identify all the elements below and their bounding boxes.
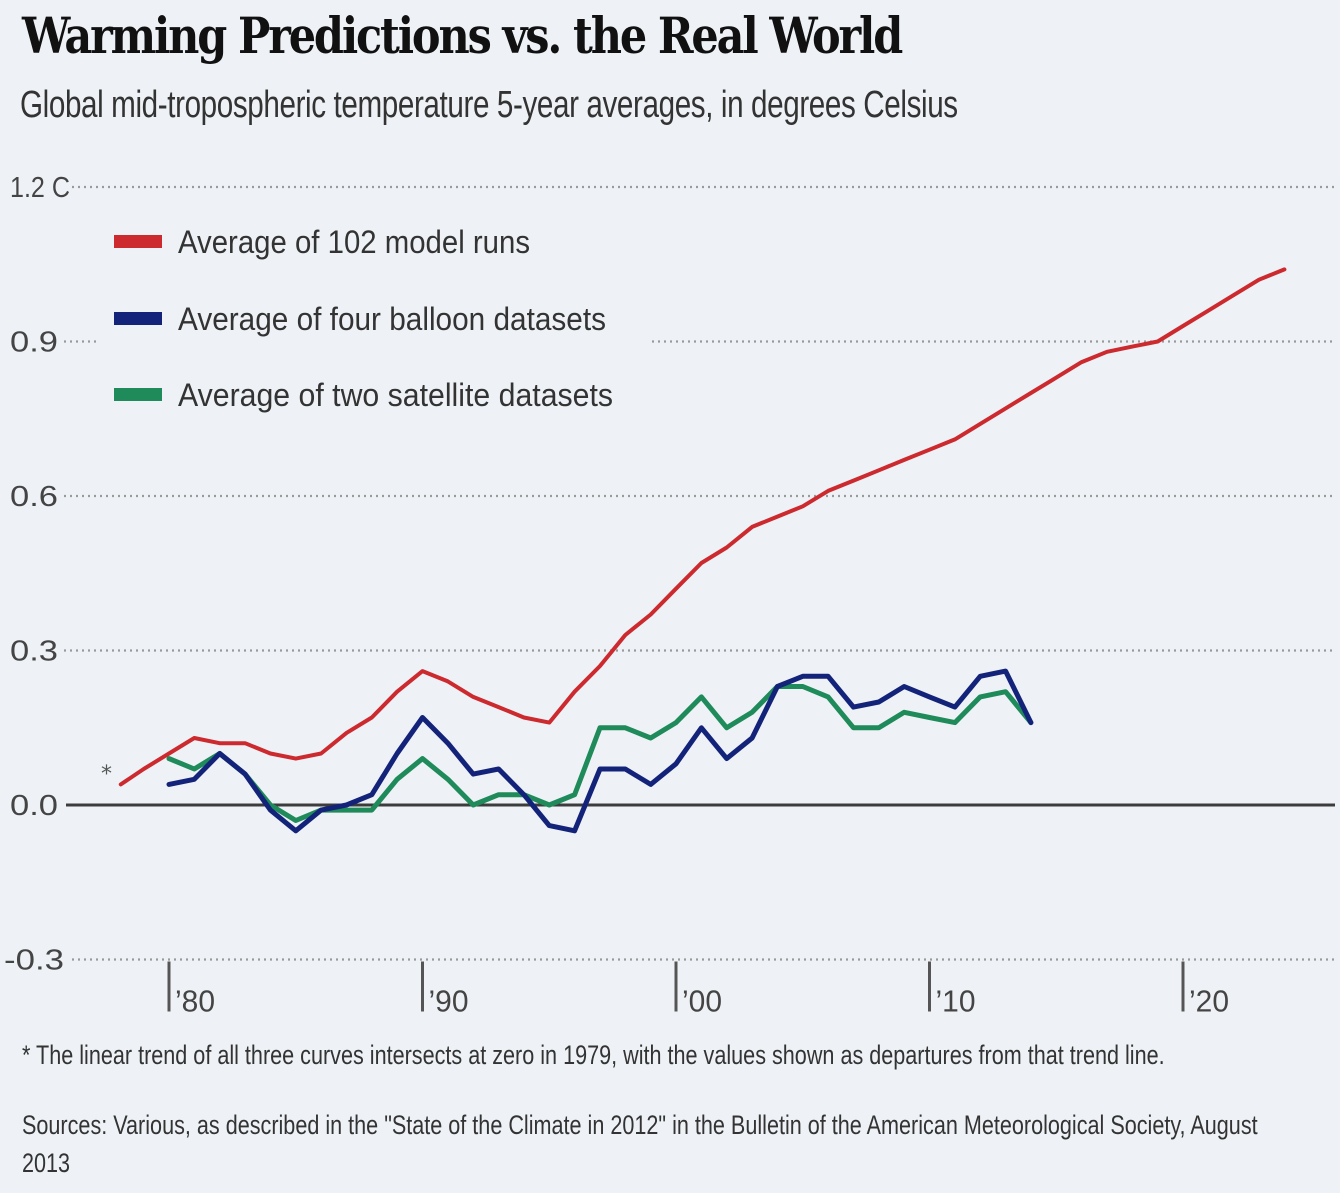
chart-title: Warming Predictions vs. the Real World [22,6,903,65]
x-tick-label: ’00 [682,984,722,1019]
y-tick-label: 0.0 [10,790,58,822]
sources-note: Sources: Various, as described in the "S… [22,1110,1258,1178]
series-lines [118,267,1287,834]
legend-item: Average of 102 model runs [114,224,530,260]
legend: Average of 102 model runs Average of four… [114,224,613,413]
x-axis-ticks: ’80 ’90 ’00 ’10 ’20 [167,961,1229,1019]
legend-label: Average of two satellite datasets [178,377,613,413]
legend-swatch [114,388,162,401]
y-axis-ticks: 1.2 C 0.9 0.6 0.3 0.0 -0.3 [4,172,70,977]
y-tick-label: 0.3 [10,636,58,668]
model-runs-line [118,267,1287,787]
y-tick-label: -0.3 [4,945,64,977]
satellite-datasets-line [166,684,1034,823]
x-tick-label: ’80 [175,984,215,1019]
y-tick-label: 0.6 [10,481,58,513]
legend-item: Average of four balloon datasets [114,301,606,337]
y-tick-label: 1.2 C [10,172,70,204]
x-tick-label: ’10 [936,984,976,1019]
legend-label: Average of four balloon datasets [178,301,606,337]
legend-item: Average of two satellite datasets [114,377,613,413]
balloon-datasets-line [166,668,1034,834]
asterisk-marker: * [101,762,112,787]
chart-plot: 1.2 C 0.9 0.6 0.3 0.0 -0.3 ’80 ’90 ’00 ’10 ’20 Av… [4,172,1335,1019]
x-tick-label: ’20 [1189,984,1229,1019]
legend-swatch [114,235,162,248]
footnote: * The linear trend of all three curves i… [22,1040,1165,1070]
x-tick-label: ’90 [429,984,469,1019]
legend-swatch [114,312,162,325]
y-tick-label: 0.9 [10,327,58,359]
chart-subtitle: Global mid-tropospheric temperature 5-ye… [20,84,958,126]
gridlines [64,185,1335,961]
legend-label: Average of 102 model runs [178,224,530,260]
